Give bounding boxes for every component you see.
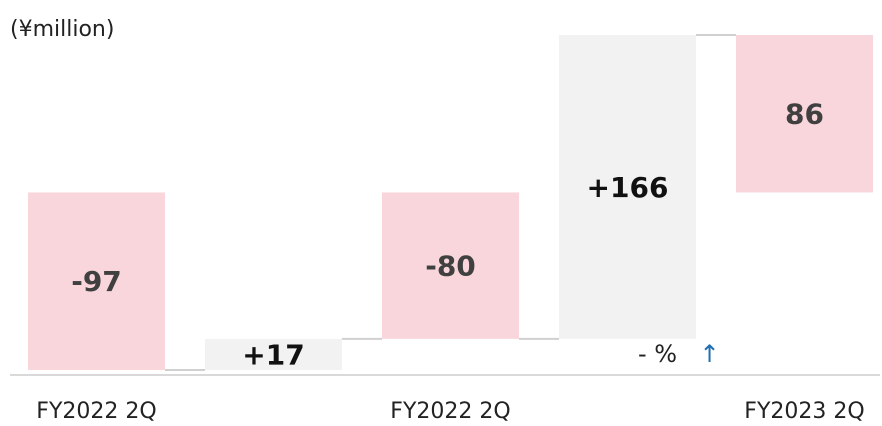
annotation: ↑ — [699, 340, 719, 368]
annotation: - % — [638, 340, 677, 368]
bar — [559, 35, 696, 339]
bar — [205, 338, 342, 370]
bar — [382, 192, 519, 339]
bar — [28, 192, 165, 370]
value-label: +166 — [587, 171, 669, 204]
x-tick-label: FY2022 2Q — [390, 399, 510, 424]
value-label: -80 — [425, 250, 476, 283]
x-tick-label: FY2022 2Q — [36, 399, 156, 424]
bar — [736, 35, 873, 193]
value-label: 86 — [785, 98, 824, 131]
x-tick-label: FY2023 2Q — [744, 399, 864, 424]
unit-label: (¥million) — [10, 17, 114, 42]
value-label: +17 — [242, 338, 304, 371]
value-label: -97 — [71, 265, 122, 298]
